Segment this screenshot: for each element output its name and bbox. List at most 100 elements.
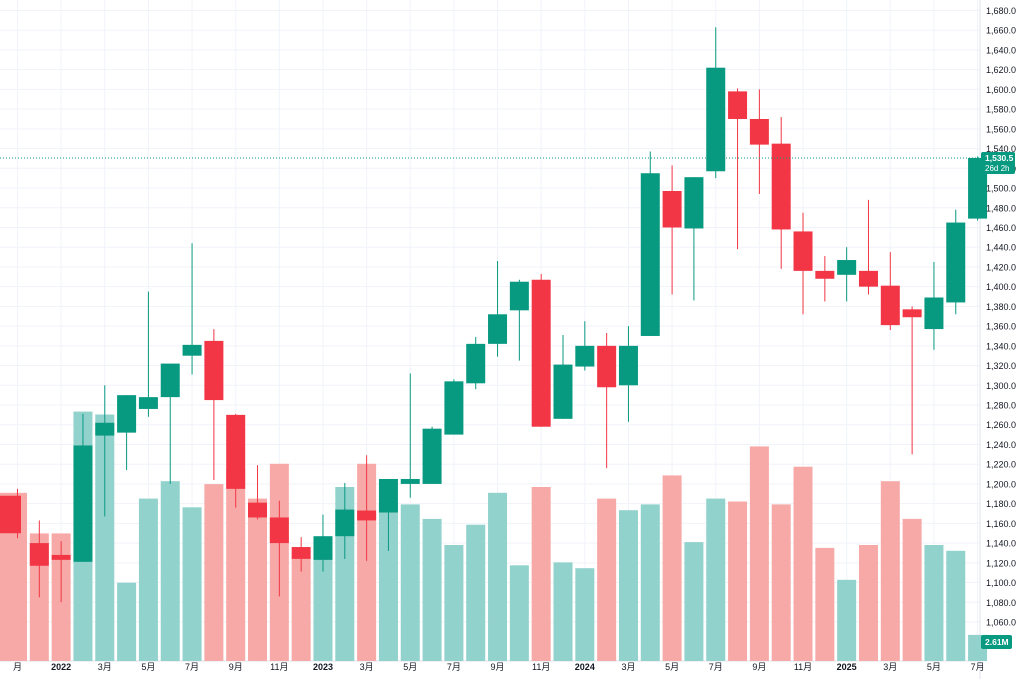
x-tick-label: 9月 [229,662,243,672]
x-tick-label: 7月 [709,662,723,672]
price-axis[interactable]: 1,060.0 1,080.0 1,100.0 1,120.0 1,140.0 1,160… [986,6,1016,628]
y-tick-label: 1,180.0 [986,499,1016,509]
last-price-label: 1,530.5 26d 2h [981,151,1015,174]
y-tick-label: 1,420.0 [986,262,1016,272]
volume-bar [400,504,420,661]
volume-bar [444,545,464,661]
x-tick-label: 11月 [532,662,550,672]
y-tick-label: 1,440.0 [986,243,1016,253]
x-tick-label: 11月 [794,662,812,672]
x-tick-label: 2022 [51,662,71,672]
volume-bar [902,518,922,661]
x-tick-label: 5月 [141,662,155,672]
y-tick-label: 1,620.0 [986,65,1016,75]
candle-body [902,309,922,318]
candle-body [357,510,377,521]
y-tick-label: 1,680.0 [986,6,1016,16]
candle-body [204,340,224,401]
candle-body [160,363,180,398]
candle-body [749,118,769,145]
volume-label-bg [981,635,1012,649]
candle-body [335,509,355,537]
x-tick-label: 7月 [447,662,461,672]
x-tick-label: 9月 [752,662,766,672]
x-tick-label: 9月 [491,662,505,672]
y-tick-label: 1,480.0 [986,203,1016,213]
volume-bar [684,542,704,661]
volume-bar [531,487,551,661]
volume-bar [749,446,769,661]
x-tick-label: 2025 [837,662,857,672]
volume-bar [466,524,486,661]
candle-body [400,478,420,484]
volume-bar [858,545,878,661]
candle-body [597,345,617,388]
volume-bar [117,582,137,661]
volume-bar [204,484,224,661]
candle-body [858,270,878,287]
volume-bar [509,565,529,661]
y-tick-label: 1,080.0 [986,598,1016,608]
volume-bar [728,501,748,661]
volume-bar [706,498,726,661]
candle-body [0,495,21,534]
candle-body [618,345,638,386]
y-tick-label: 1,540.0 [986,144,1016,154]
x-tick-label: 7月 [185,662,199,672]
candle-body [684,177,704,229]
volume-bar [488,492,508,661]
candle-body [51,554,71,560]
y-tick-label: 1,100.0 [986,578,1016,588]
candle-body [444,381,464,435]
x-tick-label: 3月 [621,662,635,672]
bar-countdown: 26d 2h [985,164,1009,173]
candle-body [793,231,813,271]
candle-body [488,314,508,344]
time-axis[interactable]: 月 2022 3月 5月 7月 9月 11月 2023 3月 5月 7月 9月 11月 2024 3月 5月 7… [13,662,985,672]
volume-bar [182,507,202,661]
volume-bar [422,518,442,661]
candle-body [662,190,682,228]
volume-bar [924,545,944,661]
candle-body [226,414,246,489]
y-tick-label: 1,280.0 [986,401,1016,411]
x-tick-label: 5月 [665,662,679,672]
y-tick-label: 1,560.0 [986,124,1016,134]
y-tick-label: 1,140.0 [986,539,1016,549]
candle-body [313,536,333,560]
candle-body [378,478,398,513]
candle-body [706,67,726,172]
volume-bar [640,504,660,661]
volume-bar [160,481,180,661]
candle-body [269,517,289,544]
candle-body [553,364,573,419]
last-price-value: 1,530.5 [985,153,1014,163]
y-tick-label: 1,060.0 [986,618,1016,628]
y-tick-label: 1,660.0 [986,26,1016,36]
x-tick-label: 3月 [98,662,112,672]
candle-body [880,285,900,326]
x-tick-label: 2023 [313,662,333,672]
candle-body [837,260,857,275]
y-tick-label: 1,240.0 [986,440,1016,450]
y-tick-label: 1,600.0 [986,85,1016,95]
candle-body [117,395,137,433]
y-tick-label: 1,120.0 [986,558,1016,568]
y-tick-label: 1,320.0 [986,361,1016,371]
candle-body [771,143,791,230]
last-price-label-bg [981,151,1015,174]
volume-value-label: 2.61M [981,635,1012,649]
candle-body [138,397,158,409]
candle-body [291,547,311,559]
volume-bar [553,562,573,661]
candle-body [815,270,835,279]
y-tick-label: 1,500.0 [986,184,1016,194]
y-tick-label: 1,360.0 [986,322,1016,332]
volume-bar [248,498,268,661]
volume-bar [815,547,835,661]
volume-bar [880,481,900,661]
x-tick-label: 7月 [971,662,985,672]
candle-body [531,279,551,427]
